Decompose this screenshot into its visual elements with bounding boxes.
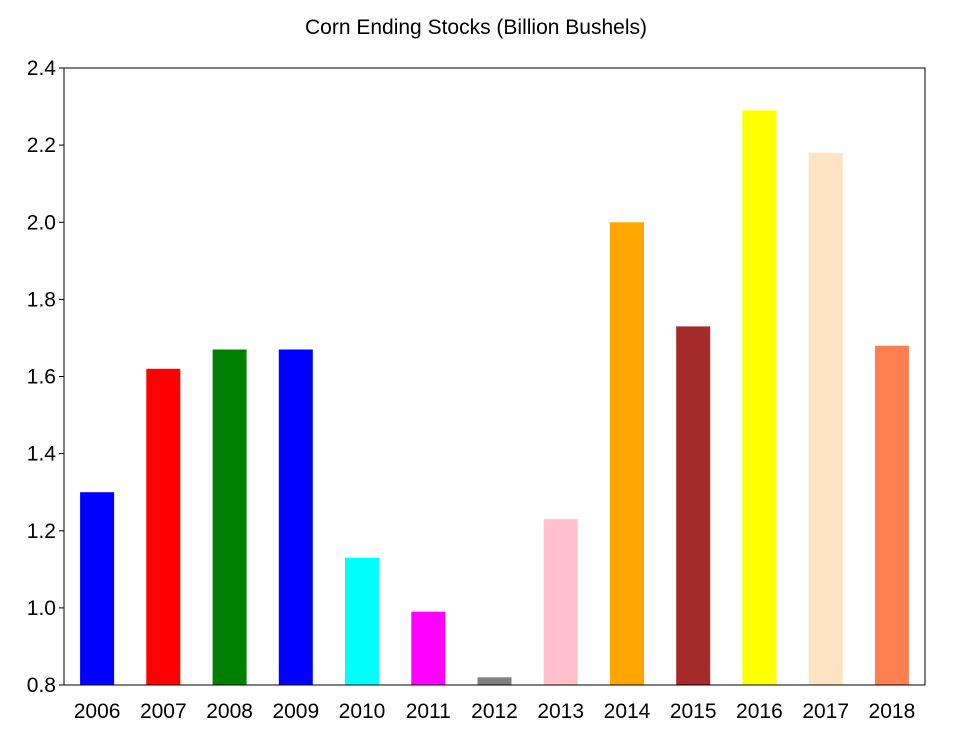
x-tick-label: 2018 xyxy=(869,700,916,723)
bar-2015 xyxy=(676,326,711,685)
bar-2010 xyxy=(345,557,379,685)
y-tick-label: 1.4 xyxy=(27,443,57,466)
bar-2007 xyxy=(146,368,181,685)
x-tick-label: 2008 xyxy=(206,700,253,723)
bar-2018 xyxy=(874,345,909,685)
x-tick-label: 2016 xyxy=(736,700,783,723)
x-tick-label: 2017 xyxy=(802,700,849,723)
x-tick-label: 2011 xyxy=(406,700,451,723)
x-axis: 2006 2007 2008 2009 2010 2011 2012 2013 2014 2015… xyxy=(74,700,916,723)
x-tick-label: 2009 xyxy=(272,700,319,723)
bars-group xyxy=(80,110,909,686)
y-tick-label: 1.6 xyxy=(27,366,56,389)
y-tick-label: 1.0 xyxy=(27,597,56,620)
y-tick-label: 1.2 xyxy=(27,520,56,543)
x-tick-label: 2014 xyxy=(604,700,651,723)
x-tick-label: 2010 xyxy=(339,700,386,723)
x-tick-label: 2013 xyxy=(537,700,584,723)
x-tick-label: 2012 xyxy=(471,700,518,723)
y-tick-label: 2.0 xyxy=(27,211,56,234)
x-tick-label: 2006 xyxy=(74,700,121,723)
chart-title: Corn Ending Stocks (Billion Bushels) xyxy=(305,16,647,39)
y-tick-label: 2.4 xyxy=(27,57,57,80)
bar-2009 xyxy=(278,349,313,685)
bar-2017 xyxy=(808,152,843,686)
x-tick-label: 2007 xyxy=(140,700,187,723)
y-axis: 0.8 1.0 1.2 1.4 1.6 1.8 2.0 2.2 2.4 xyxy=(27,57,64,697)
bar-2012 xyxy=(477,677,512,685)
bar-2006 xyxy=(80,492,115,685)
x-tick-label: 2015 xyxy=(670,700,717,723)
bar-2016 xyxy=(742,110,777,685)
bar-2013 xyxy=(543,519,578,685)
y-tick-label: 1.8 xyxy=(27,288,56,311)
y-tick-label: 0.8 xyxy=(27,674,56,697)
y-tick-label: 2.2 xyxy=(27,134,56,157)
plot-frame xyxy=(63,67,926,686)
bar-2008 xyxy=(212,349,247,685)
bar-2011 xyxy=(411,611,446,685)
bar-2014 xyxy=(610,222,644,686)
